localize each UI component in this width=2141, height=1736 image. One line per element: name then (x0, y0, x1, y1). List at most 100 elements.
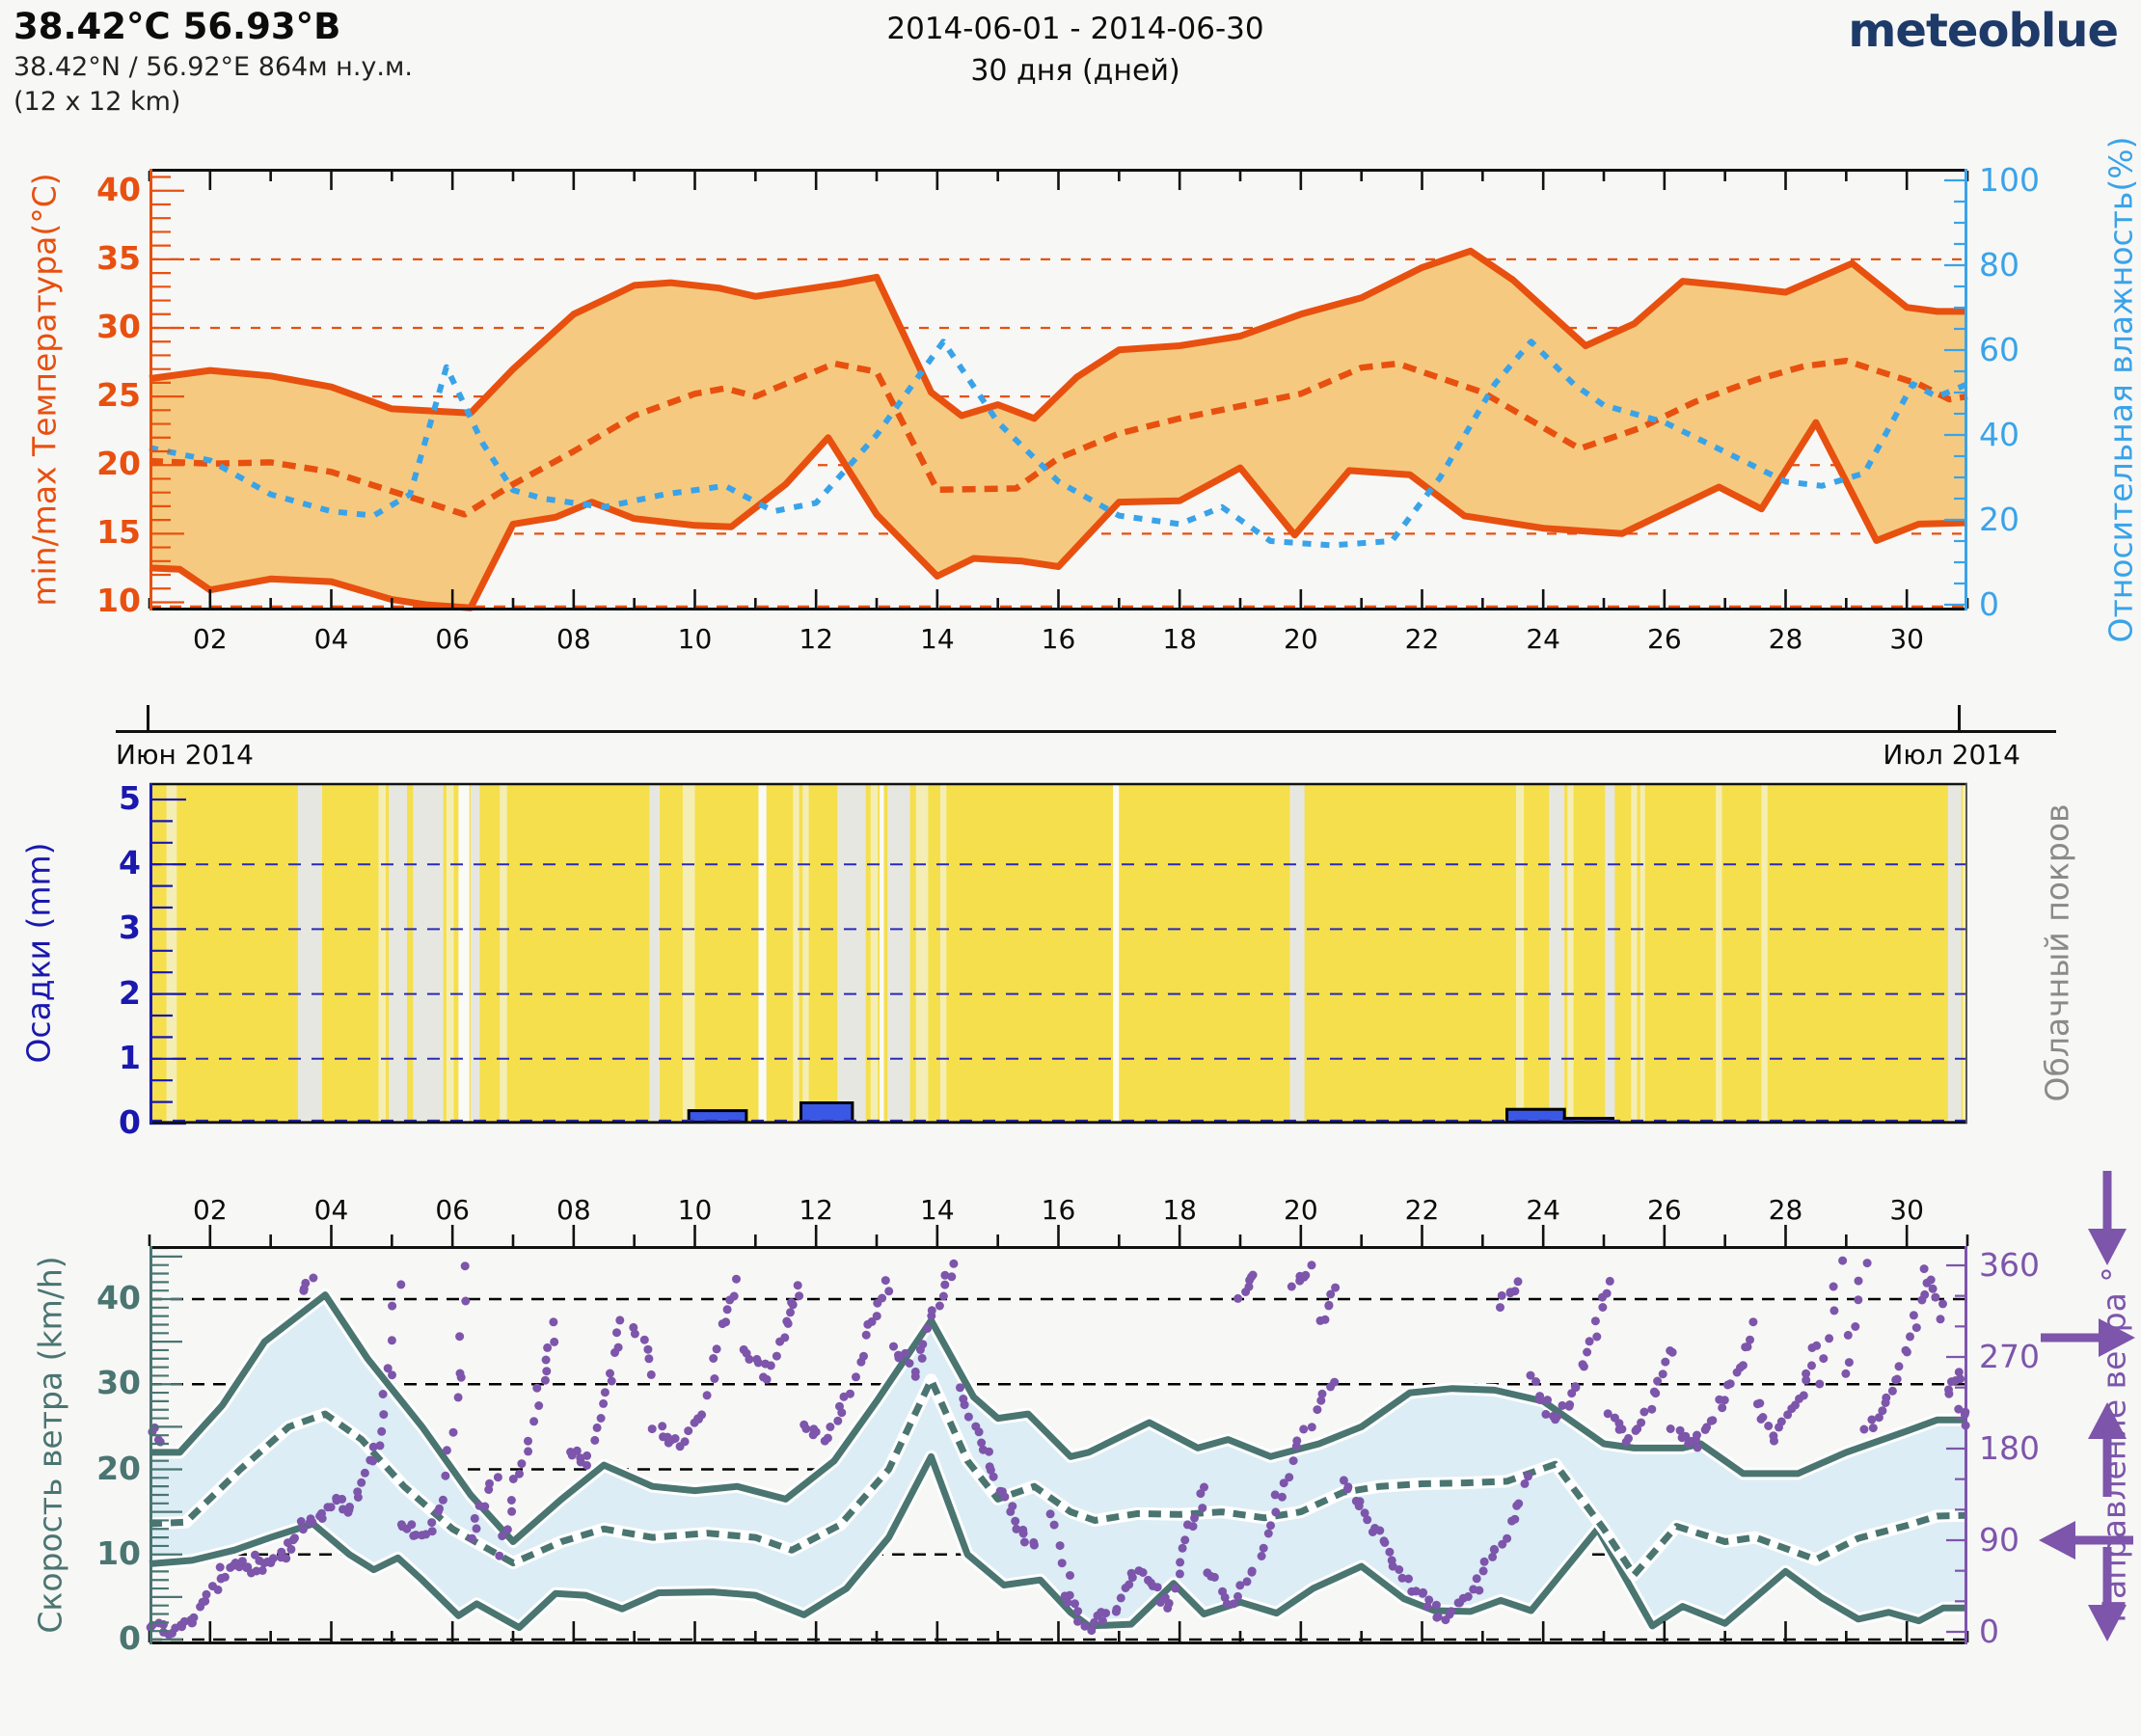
wind-direction-dot (889, 1342, 898, 1351)
wind-direction-dot (485, 1478, 494, 1488)
day-label-wind: 12 (799, 1194, 833, 1226)
wind-direction-dot (1233, 1591, 1242, 1601)
wind-direction-dot (1073, 1616, 1082, 1626)
day-label-wind: 22 (1404, 1194, 1440, 1226)
wind-direction-dot (1320, 1315, 1330, 1324)
wind-direction-dot (220, 1572, 230, 1582)
wind-direction-dot (1928, 1284, 1938, 1293)
wind-direction-dot (846, 1389, 854, 1398)
wind-direction-dot (592, 1423, 602, 1432)
wind-direction-dot (1791, 1400, 1800, 1410)
wind-direction-dot (1553, 1412, 1561, 1422)
wind-direction-dot (1180, 1535, 1190, 1545)
wind-speed-tick-label: 30 (96, 1364, 141, 1402)
wind-direction-dot (282, 1554, 291, 1563)
wind-direction-dot (1292, 1436, 1302, 1446)
wind-direction-dot (1520, 1478, 1530, 1488)
day-label-wind: 04 (313, 1194, 349, 1226)
wind-direction-dot (1080, 1621, 1090, 1631)
wind-direction-dot (461, 1296, 471, 1306)
wind-direction-dot (387, 1336, 396, 1345)
wind-direction-dot (309, 1273, 318, 1283)
wind-direction-dot (1222, 1599, 1232, 1609)
cloud-stripe (389, 784, 407, 1123)
day-label-top: 24 (1526, 623, 1560, 655)
cloud-stripe (870, 784, 879, 1123)
cloud-stripe (1515, 784, 1525, 1123)
wind-direction-dot (607, 1376, 616, 1386)
wind-direction-dot (1653, 1376, 1663, 1386)
wind-direction-dot (524, 1447, 533, 1456)
cloud-axis-title: Облачный покров (2038, 803, 2076, 1102)
wind-direction-dot (317, 1508, 326, 1518)
wind-direction-dot (1259, 1543, 1268, 1553)
wind-direction-dot (541, 1355, 551, 1365)
humidity-tick-label: 60 (1979, 331, 2019, 368)
wind-direction-dot (910, 1371, 920, 1381)
wind-direction-dot (1514, 1499, 1524, 1508)
wind-direction-dot (1196, 1489, 1206, 1499)
day-label-top: 14 (920, 623, 955, 655)
humidity-tick-label: 40 (1979, 416, 2019, 453)
wind-direction-dot (1209, 1572, 1219, 1582)
date-range: 2014-06-01 - 2014-06-30 (886, 12, 1264, 46)
wind-direction-dot (155, 1437, 165, 1447)
wind-direction-dot (1909, 1311, 1918, 1320)
wind-direction-dot (1764, 1422, 1774, 1430)
wind-direction-dot (515, 1469, 524, 1478)
wind-direction-dot (753, 1358, 763, 1368)
wind-direction-dot (732, 1274, 741, 1284)
day-label-wind: 20 (1284, 1194, 1318, 1226)
wind-direction-dot (1326, 1289, 1336, 1299)
wind-direction-dot (237, 1557, 247, 1566)
wind-direction-dot (1270, 1490, 1280, 1500)
wind-direction-arrow-right (2041, 1318, 2135, 1357)
wind-direction-dot (1317, 1389, 1327, 1398)
day-label-top: 28 (1768, 623, 1803, 655)
wind-direction-dot (1954, 1368, 1964, 1377)
wind-direction-dot (472, 1524, 481, 1533)
humidity-tick-label: 0 (1979, 585, 1999, 623)
wind-direction-dot (1891, 1375, 1901, 1385)
wind-direction-dot (1073, 1607, 1083, 1616)
wind-direction-dot (506, 1496, 516, 1505)
cloud-stripe (500, 784, 507, 1123)
wind-direction-dot (1055, 1541, 1065, 1551)
wind-direction-dot (1385, 1547, 1395, 1557)
wind-direction-dot (1497, 1290, 1506, 1300)
wind-direction-dot (308, 1517, 317, 1527)
wind-direction-dot (1718, 1403, 1727, 1413)
wind-direction-dot (357, 1478, 366, 1487)
wind-direction-dot (427, 1518, 437, 1528)
wind-direction-dot (1524, 1472, 1532, 1481)
wind-direction-dot (670, 1434, 680, 1443)
wind-direction-dot (1000, 1492, 1010, 1502)
wind-direction-dot (455, 1332, 465, 1342)
wind-direction-dot (1510, 1287, 1520, 1296)
precipitation-cloud-chart (149, 782, 1967, 1126)
wind-direction-dot (1531, 1377, 1541, 1386)
wind-direction-dot (377, 1426, 387, 1436)
wind-direction-dot (1419, 1587, 1428, 1597)
wind-direction-dot (1807, 1361, 1816, 1370)
wind-direction-dot (762, 1374, 772, 1384)
wind-direction-dot (1126, 1568, 1136, 1578)
wind-direction-dot (1526, 1370, 1535, 1380)
day-label-top: 22 (1404, 623, 1440, 655)
wind-direction-dot (542, 1367, 552, 1376)
day-label-wind: 08 (556, 1194, 591, 1226)
wind-direction-dot (1090, 1617, 1098, 1627)
wind-direction-dot (712, 1344, 721, 1354)
wind-direction-dot (1299, 1424, 1309, 1434)
wind-direction-dot (766, 1361, 775, 1370)
wind-direction-dot (935, 1301, 944, 1311)
humidity-tick-label: 20 (1979, 501, 2019, 538)
wind-direction-dot (1368, 1528, 1377, 1536)
wind-direction-dot (1307, 1423, 1316, 1432)
wind-direction-dot (543, 1343, 553, 1352)
wind-direction-dot (1331, 1283, 1341, 1292)
tmax-line (149, 247, 1967, 422)
wind-direction-dot (467, 1533, 476, 1543)
wind-direction-dot (1098, 1616, 1107, 1625)
wind-direction-dot (1862, 1259, 1872, 1268)
